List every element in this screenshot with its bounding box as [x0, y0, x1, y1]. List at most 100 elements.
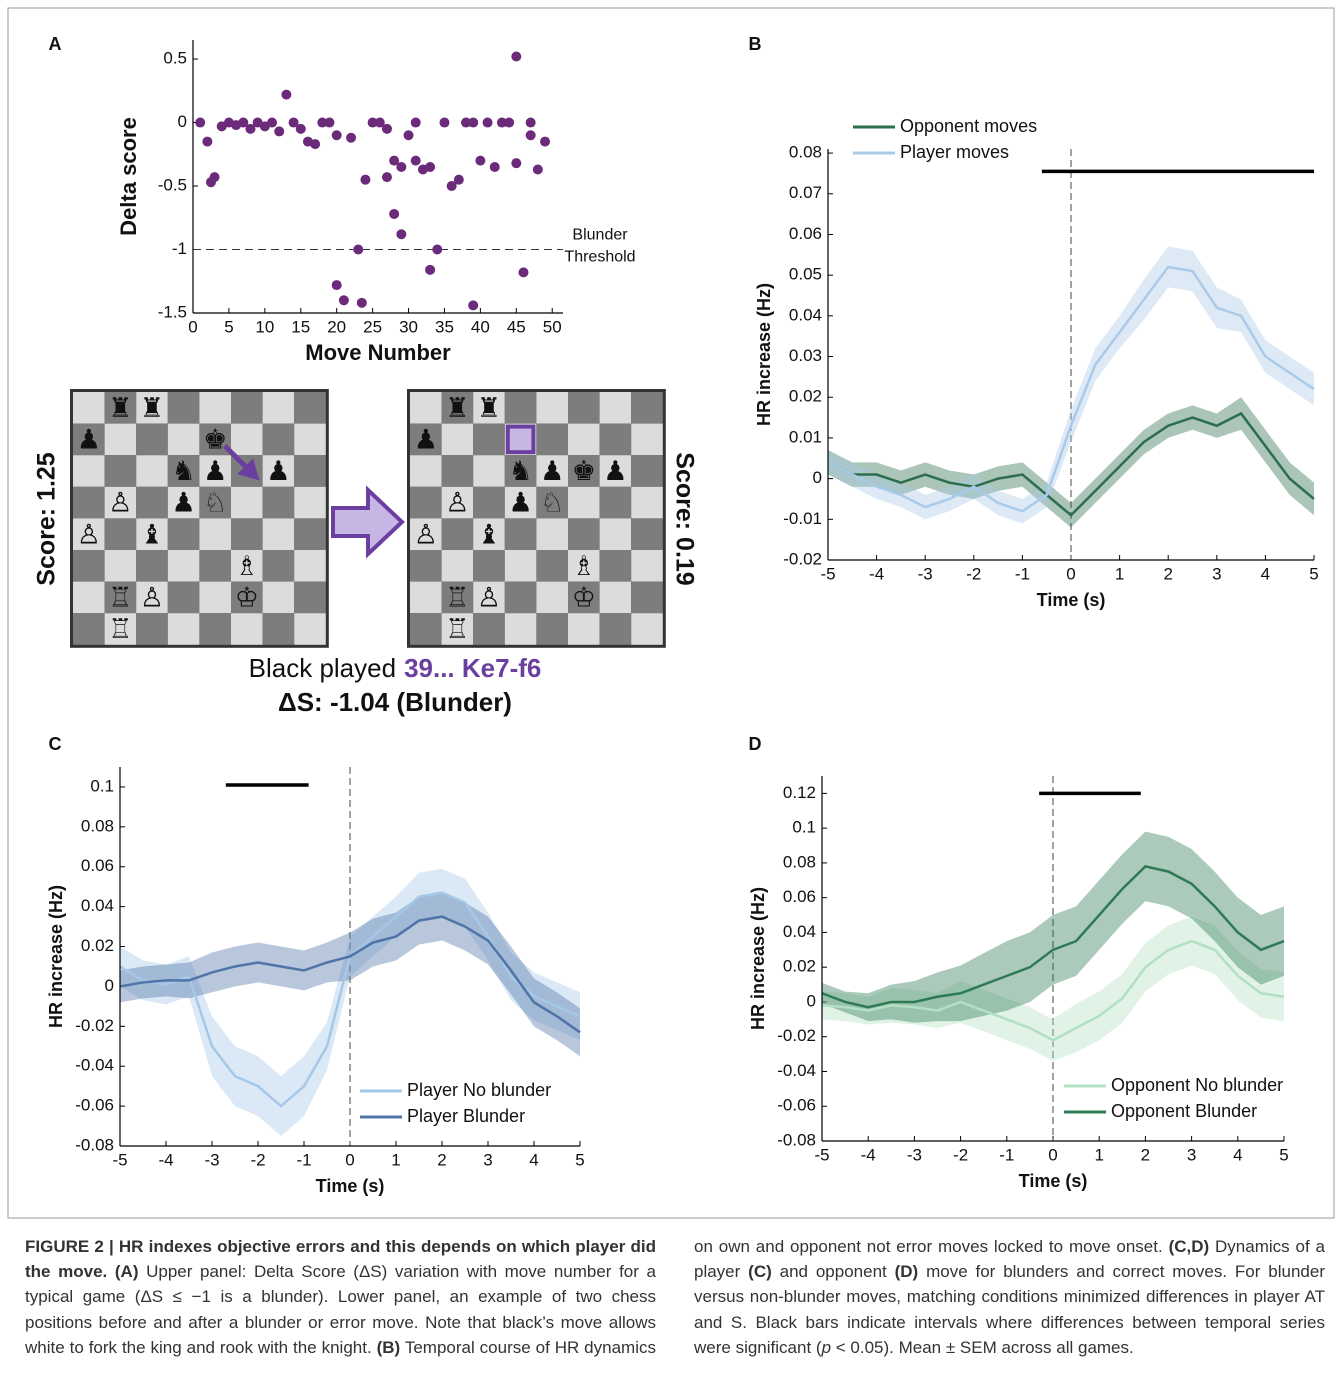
square	[536, 486, 568, 519]
point	[338, 295, 349, 306]
piece: ♔	[235, 582, 259, 613]
square	[262, 455, 295, 487]
panel-label: C	[49, 734, 62, 754]
x-tick-label: 1	[391, 1150, 400, 1169]
caption-text: (C)	[748, 1262, 772, 1282]
caption-text: Dynamics of a player	[694, 1237, 1325, 1282]
x-tick-label: 1	[1115, 564, 1124, 583]
x-tick-label: -5	[112, 1150, 127, 1169]
legend-label: Player moves	[900, 142, 1009, 162]
x-tick-label: -3	[918, 564, 933, 583]
square	[536, 550, 568, 582]
x-tick-label: -3	[204, 1150, 219, 1169]
point	[356, 297, 367, 308]
point	[532, 164, 543, 175]
point	[281, 89, 292, 100]
move-caption: Black played 39... Ke7-f6	[249, 653, 542, 683]
square	[410, 550, 442, 582]
x-tick-label: 35	[435, 317, 454, 336]
square	[294, 392, 326, 424]
caption-text: move for blunders and correct moves. For…	[694, 1262, 1325, 1357]
square	[568, 550, 600, 582]
y-tick-label: -0.5	[158, 176, 187, 195]
square	[631, 392, 663, 424]
square	[599, 486, 632, 519]
piece: ♗	[572, 551, 596, 582]
y-tick-label: -0.02	[75, 1016, 114, 1035]
legend-label: Opponent Blunder	[1111, 1101, 1257, 1121]
y-tick-label: -0.01	[783, 509, 822, 528]
point	[381, 123, 392, 134]
y-tick-label: 0.01	[789, 427, 822, 446]
square	[167, 423, 200, 456]
square	[231, 486, 263, 519]
x-tick-label: -5	[814, 1145, 829, 1164]
sem-band	[828, 246, 1314, 524]
point	[482, 117, 493, 128]
square	[199, 455, 231, 487]
square	[262, 518, 295, 550]
y-tick-label: 0	[813, 468, 822, 487]
square	[473, 581, 505, 614]
point	[525, 130, 536, 141]
square	[294, 455, 326, 487]
square	[136, 613, 168, 645]
square	[473, 455, 505, 487]
point	[439, 117, 450, 128]
square	[473, 392, 505, 424]
x-tick-label: -5	[820, 564, 835, 583]
figure: ♜ ♜♟ ♚♞ ♟ ♟♙ ♟ ♘♙ ♝♗♖ ♙ ♔♖Score: 1.25♜ ♜♟♞ ♟ ♚ ♟♙ ♟ ♘♙ ♝…	[7, 7, 1335, 1219]
piece: ♘	[203, 488, 227, 519]
piece: ♖	[108, 614, 132, 645]
point	[389, 208, 400, 219]
square	[410, 455, 442, 487]
point	[489, 161, 500, 172]
piece: ♙	[77, 519, 101, 550]
piece: ♗	[235, 551, 259, 582]
x-tick-label: 4	[1233, 1145, 1242, 1164]
piece: ♟	[603, 456, 627, 487]
piece: ♟	[77, 424, 101, 455]
y-tick-label: -0.06	[75, 1096, 114, 1115]
square	[199, 518, 231, 550]
legend-label: Opponent No blunder	[1111, 1075, 1283, 1095]
point	[540, 136, 551, 147]
square	[599, 613, 632, 645]
x-tick-label: 3	[1187, 1145, 1196, 1164]
point	[267, 117, 278, 128]
square	[568, 392, 600, 424]
chess-example: ♜ ♜♟ ♚♞ ♟ ♟♙ ♟ ♘♙ ♝♗♖ ♙ ♔♖Score: 1.25♜ ♜♟♞ ♟ ♚ ♟♙ ♟ ♘♙ ♝…	[33, 389, 698, 717]
point	[346, 132, 357, 143]
piece: ♖	[445, 614, 469, 645]
x-tick-label: 3	[483, 1150, 492, 1169]
square	[73, 455, 105, 487]
point	[331, 130, 342, 141]
x-tick-label: 45	[507, 317, 526, 336]
square	[104, 455, 137, 487]
legend-label: Player No blunder	[407, 1080, 551, 1100]
piece: ♚	[203, 424, 227, 455]
y-tick-label: 0.04	[789, 305, 822, 324]
caption-text: FIGURE 2 | HR indexes objective errors a…	[25, 1237, 656, 1282]
square	[441, 518, 474, 550]
y-axis-label: Delta score	[116, 117, 141, 236]
x-tick-label: -1	[296, 1150, 311, 1169]
y-tick-label: 0.1	[90, 776, 114, 795]
square	[167, 486, 200, 519]
square	[199, 550, 231, 582]
square	[104, 613, 137, 645]
x-tick-label: 10	[255, 317, 274, 336]
y-tick-label: -0.02	[783, 549, 822, 568]
panel-label: D	[749, 734, 762, 754]
square	[410, 581, 442, 614]
mean-line	[827, 265, 1315, 513]
x-tick-label: -1	[999, 1145, 1014, 1164]
point	[360, 174, 371, 185]
square	[104, 518, 137, 550]
square	[441, 581, 474, 614]
piece: ♟	[266, 456, 290, 487]
square	[599, 581, 632, 614]
sem-band	[822, 831, 1284, 1023]
piece: ♜	[445, 393, 469, 424]
square	[504, 392, 537, 424]
